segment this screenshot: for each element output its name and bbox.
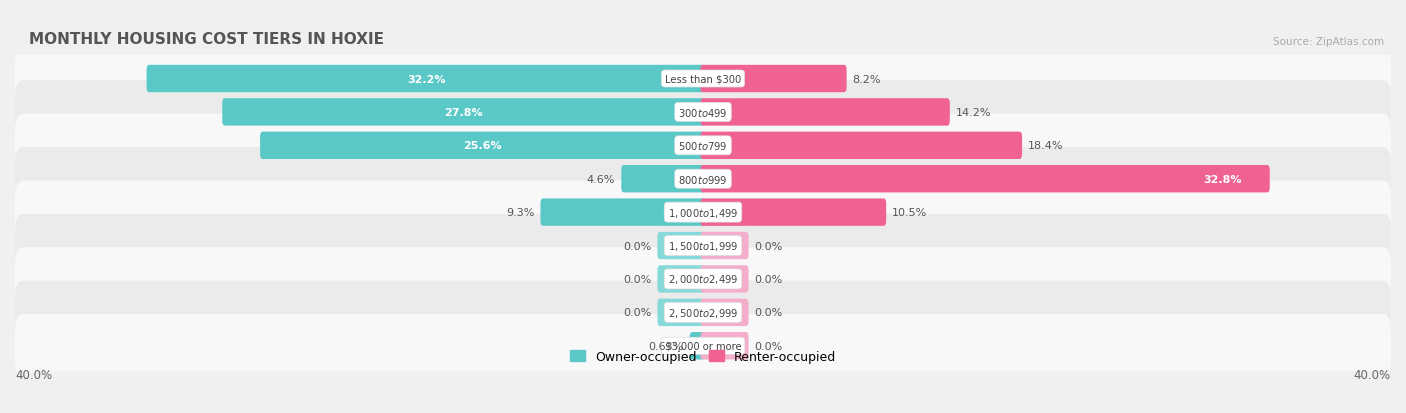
FancyBboxPatch shape <box>15 147 1391 211</box>
Text: 32.8%: 32.8% <box>1204 174 1241 184</box>
Text: 32.2%: 32.2% <box>406 74 446 84</box>
FancyBboxPatch shape <box>15 47 1391 111</box>
FancyBboxPatch shape <box>222 99 706 126</box>
FancyBboxPatch shape <box>540 199 706 226</box>
FancyBboxPatch shape <box>15 214 1391 278</box>
FancyBboxPatch shape <box>260 132 706 160</box>
FancyBboxPatch shape <box>146 66 706 93</box>
Text: Source: ZipAtlas.com: Source: ZipAtlas.com <box>1272 37 1384 47</box>
Text: 0.63%: 0.63% <box>648 341 683 351</box>
Text: 27.8%: 27.8% <box>444 108 484 118</box>
Text: Less than $300: Less than $300 <box>665 74 741 84</box>
Text: 4.6%: 4.6% <box>586 174 616 184</box>
Text: 0.0%: 0.0% <box>755 308 783 318</box>
FancyBboxPatch shape <box>700 199 886 226</box>
Text: $500 to $799: $500 to $799 <box>678 140 728 152</box>
Text: 8.2%: 8.2% <box>852 74 882 84</box>
FancyBboxPatch shape <box>15 81 1391 144</box>
Text: $800 to $999: $800 to $999 <box>678 173 728 185</box>
FancyBboxPatch shape <box>700 266 748 293</box>
FancyBboxPatch shape <box>658 299 706 326</box>
FancyBboxPatch shape <box>700 99 950 126</box>
Text: $3,000 or more: $3,000 or more <box>665 341 741 351</box>
FancyBboxPatch shape <box>700 66 846 93</box>
Text: 0.0%: 0.0% <box>623 308 651 318</box>
FancyBboxPatch shape <box>700 299 748 326</box>
Text: $1,500 to $1,999: $1,500 to $1,999 <box>668 240 738 252</box>
Text: 0.0%: 0.0% <box>755 341 783 351</box>
FancyBboxPatch shape <box>689 332 706 360</box>
Text: 14.2%: 14.2% <box>956 108 991 118</box>
Text: $300 to $499: $300 to $499 <box>678 107 728 119</box>
FancyBboxPatch shape <box>15 248 1391 311</box>
FancyBboxPatch shape <box>15 314 1391 377</box>
FancyBboxPatch shape <box>658 266 706 293</box>
Text: 40.0%: 40.0% <box>15 368 52 382</box>
Legend: Owner-occupied, Renter-occupied: Owner-occupied, Renter-occupied <box>565 345 841 368</box>
FancyBboxPatch shape <box>15 281 1391 344</box>
Text: 40.0%: 40.0% <box>1354 368 1391 382</box>
Text: 18.4%: 18.4% <box>1028 141 1063 151</box>
Text: $2,000 to $2,499: $2,000 to $2,499 <box>668 273 738 286</box>
FancyBboxPatch shape <box>700 332 748 360</box>
Text: 10.5%: 10.5% <box>893 208 928 218</box>
Text: 0.0%: 0.0% <box>755 274 783 284</box>
Text: 25.6%: 25.6% <box>464 141 502 151</box>
FancyBboxPatch shape <box>15 114 1391 178</box>
FancyBboxPatch shape <box>700 166 1270 193</box>
Text: 0.0%: 0.0% <box>755 241 783 251</box>
Text: 9.3%: 9.3% <box>506 208 534 218</box>
FancyBboxPatch shape <box>700 132 1022 160</box>
Text: 0.0%: 0.0% <box>623 274 651 284</box>
FancyBboxPatch shape <box>621 166 706 193</box>
FancyBboxPatch shape <box>700 232 748 260</box>
Text: $1,000 to $1,499: $1,000 to $1,499 <box>668 206 738 219</box>
Text: 0.0%: 0.0% <box>623 241 651 251</box>
Text: MONTHLY HOUSING COST TIERS IN HOXIE: MONTHLY HOUSING COST TIERS IN HOXIE <box>28 31 384 47</box>
Text: $2,500 to $2,999: $2,500 to $2,999 <box>668 306 738 319</box>
FancyBboxPatch shape <box>658 232 706 260</box>
FancyBboxPatch shape <box>15 181 1391 244</box>
